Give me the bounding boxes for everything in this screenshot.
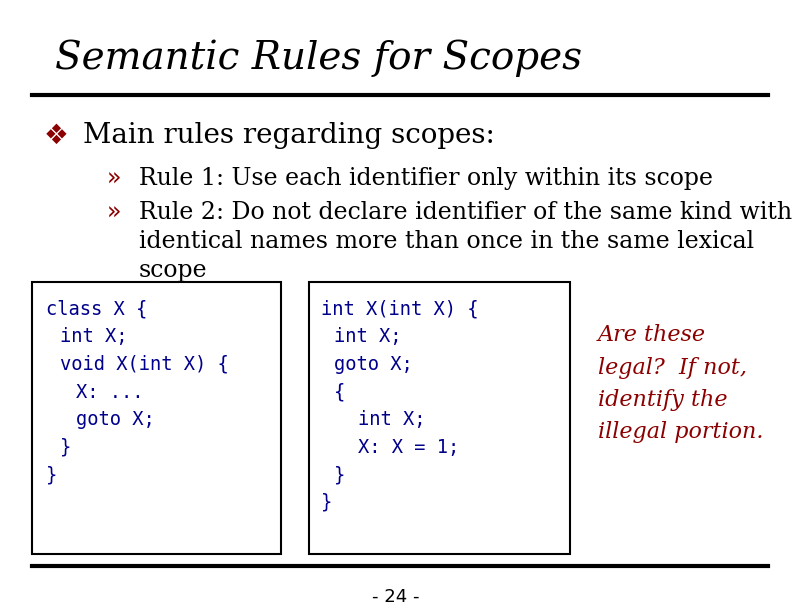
Text: int X;: int X; [334,327,402,346]
Text: int X;: int X; [358,410,425,429]
Text: scope: scope [139,259,208,283]
Text: identical names more than once in the same lexical: identical names more than once in the sa… [139,230,754,253]
Text: Rule 1: Use each identifier only within its scope: Rule 1: Use each identifier only within … [139,167,713,190]
Text: class X {: class X { [46,300,147,319]
Text: - 24 -: - 24 - [372,588,420,605]
Text: void X(int X) {: void X(int X) { [60,355,229,374]
Text: {: { [334,382,345,401]
Text: }: } [46,465,57,484]
Text: X: X = 1;: X: X = 1; [358,438,459,457]
Text: }: } [321,493,332,512]
Text: Main rules regarding scopes:: Main rules regarding scopes: [83,122,495,149]
Text: goto X;: goto X; [334,355,413,374]
Text: int X;: int X; [60,327,128,346]
Text: Rule 2: Do not declare identifier of the same kind with: Rule 2: Do not declare identifier of the… [139,201,792,224]
FancyBboxPatch shape [32,282,281,554]
Text: »: » [107,167,121,191]
Text: goto X;: goto X; [76,410,154,429]
Text: }: } [334,465,345,484]
Text: Are these
legal?  If not,
identify the
illegal portion.: Are these legal? If not, identify the il… [598,324,763,443]
FancyBboxPatch shape [309,282,570,554]
Text: ❖: ❖ [44,122,68,151]
Text: Semantic Rules for Scopes: Semantic Rules for Scopes [55,40,583,77]
Text: X: ...: X: ... [76,382,143,401]
Text: »: » [107,201,121,225]
Text: }: } [60,438,71,457]
Text: int X(int X) {: int X(int X) { [321,300,478,319]
